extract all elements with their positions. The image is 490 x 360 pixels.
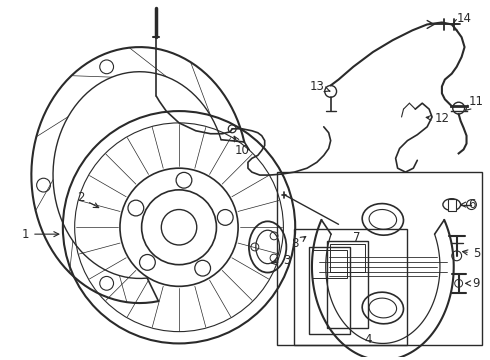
Bar — [327, 241, 368, 328]
Text: 4: 4 — [365, 333, 372, 346]
Text: 2: 2 — [77, 191, 98, 208]
Bar — [330, 244, 365, 271]
Text: 6: 6 — [461, 198, 475, 211]
Text: 8: 8 — [292, 237, 306, 251]
Text: 12: 12 — [426, 112, 449, 125]
Bar — [448, 199, 456, 211]
Bar — [294, 229, 408, 345]
Bar — [277, 172, 482, 345]
Text: 7: 7 — [352, 231, 360, 244]
Text: 10: 10 — [234, 136, 249, 157]
Text: 3: 3 — [271, 254, 291, 267]
Text: 13: 13 — [310, 80, 330, 93]
Text: 14: 14 — [453, 12, 472, 25]
Text: 11: 11 — [466, 95, 484, 110]
Text: 5: 5 — [463, 247, 480, 260]
Bar — [309, 247, 350, 334]
Bar — [312, 250, 347, 278]
Text: 1: 1 — [22, 228, 59, 240]
Text: 9: 9 — [466, 277, 480, 290]
